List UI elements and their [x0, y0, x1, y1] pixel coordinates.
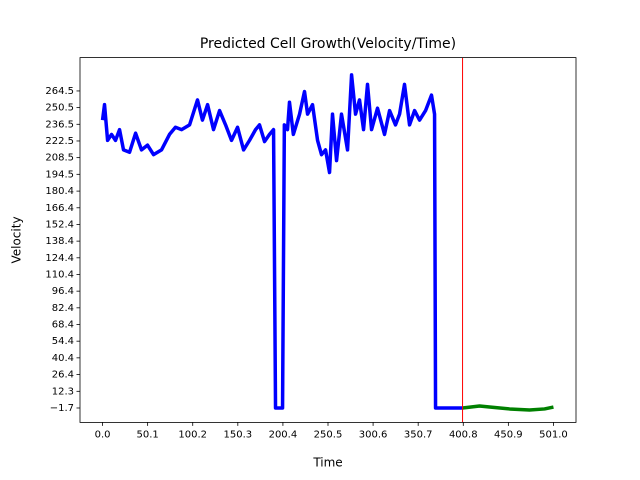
y-tick-label: 110.4 — [45, 269, 74, 280]
y-tick-label: 264.5 — [45, 86, 74, 97]
x-tick-label: 250.5 — [314, 429, 343, 440]
y-tick-label: 180.4 — [45, 186, 74, 197]
y-tick-label: 26.4 — [52, 370, 74, 381]
x-tick-label: 300.6 — [359, 429, 388, 440]
y-axis-label: Velocity — [10, 216, 24, 263]
x-tick-label: 50.1 — [137, 429, 159, 440]
y-tick-label: 152.4 — [45, 219, 74, 230]
y-tick-label: 40.4 — [52, 353, 74, 364]
y-tick-label: 194.5 — [45, 169, 74, 180]
axes-frame — [79, 57, 577, 423]
x-tick-label: 200.4 — [269, 429, 298, 440]
y-tick-label: 54.4 — [52, 336, 74, 347]
y-tick-label: 208.5 — [45, 153, 74, 164]
x-axis-label: Time — [312, 456, 342, 470]
y-tick-label: 82.4 — [52, 303, 74, 314]
x-tick-label: 350.7 — [404, 429, 433, 440]
x-tick-label: 400.8 — [449, 429, 478, 440]
y-tick-label: 68.4 — [52, 320, 74, 331]
x-tick-label: 501.0 — [539, 429, 568, 440]
y-tick-label: 96.4 — [52, 286, 74, 297]
y-tick-label: 12.3 — [52, 386, 74, 397]
x-tick-label: 150.3 — [223, 429, 252, 440]
y-tick-label: 138.4 — [45, 236, 74, 247]
y-tick-label: 222.5 — [45, 136, 74, 147]
data-line — [100, 73, 463, 410]
y-tick-label: 250.5 — [45, 103, 74, 114]
y-tick-label: −1.7 — [50, 403, 74, 414]
x-tick-label: 450.9 — [494, 429, 523, 440]
y-tick-label: 236.5 — [45, 119, 74, 130]
x-tick-label: 0.0 — [95, 429, 111, 440]
y-tick-label: 124.4 — [45, 253, 74, 264]
y-tick-label: 166.4 — [45, 203, 74, 214]
data-line — [462, 404, 554, 412]
x-tick-label: 100.2 — [178, 429, 207, 440]
chart-title: Predicted Cell Growth(Velocity/Time) — [200, 36, 456, 52]
